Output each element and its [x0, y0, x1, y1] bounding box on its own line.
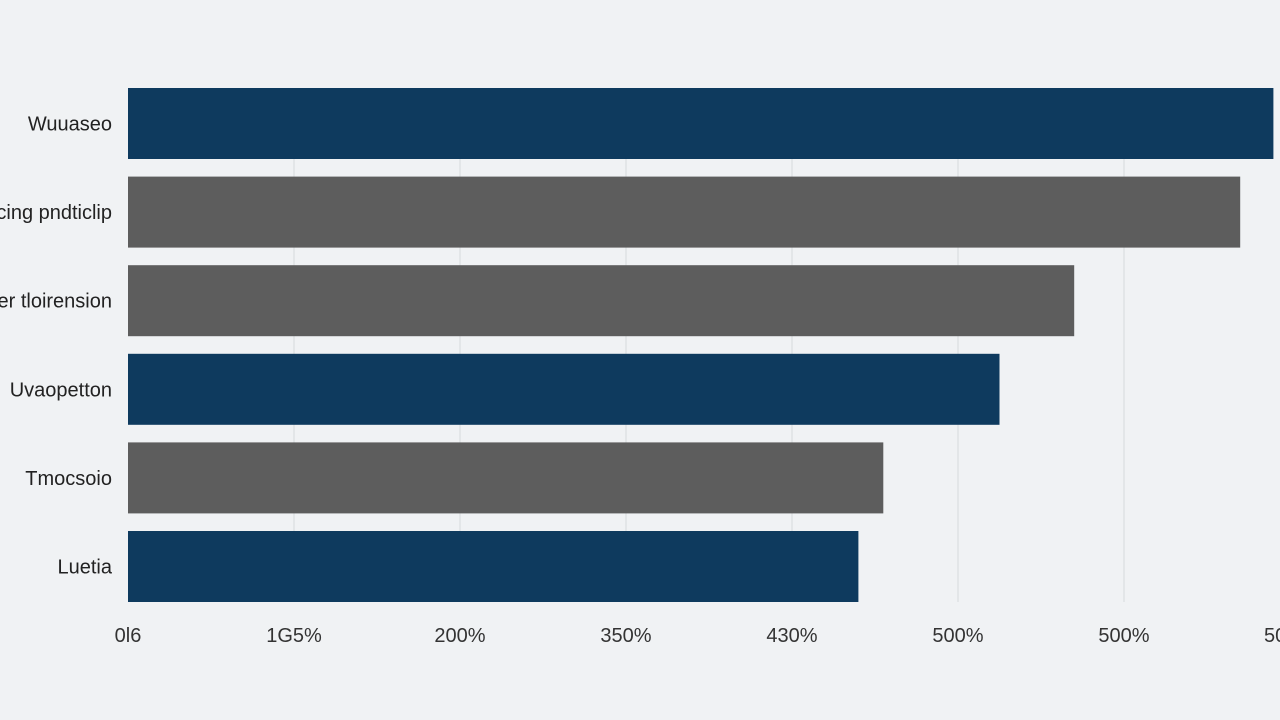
x-tick-label: 50 [1264, 625, 1280, 647]
category-label: Tmocsoio [25, 468, 112, 490]
category-label: er tloirension [0, 291, 112, 313]
bar-2 [128, 265, 1075, 337]
x-tick-label: 500% [932, 625, 983, 647]
bar-5 [128, 531, 859, 602]
x-tick-labels: 0l6 1G5% 200% 350% 430% 500% 500% 50 [115, 625, 1280, 647]
x-tick-label: 500% [1098, 625, 1149, 647]
bar-4 [128, 442, 884, 514]
bar-1 [128, 176, 1241, 248]
bar-3 [128, 353, 1000, 425]
category-label: Uvaopetton [10, 379, 112, 401]
x-tick-label: 350% [600, 625, 651, 647]
bar-0 [128, 88, 1274, 159]
x-tick-label: 0l6 [115, 625, 142, 647]
x-tick-label: 1G5% [266, 625, 322, 647]
category-labels: Wuuaseo cing pndticlip er tloirension Uvaop… [0, 114, 113, 579]
category-label: Luetia [58, 557, 113, 579]
x-tick-label: 200% [434, 625, 485, 647]
x-tick-label: 430% [766, 625, 817, 647]
bars [128, 88, 1274, 602]
category-label: Wuuaseo [28, 114, 112, 136]
grid-lines [293, 88, 1125, 602]
category-label: cing pndticlip [0, 202, 112, 224]
